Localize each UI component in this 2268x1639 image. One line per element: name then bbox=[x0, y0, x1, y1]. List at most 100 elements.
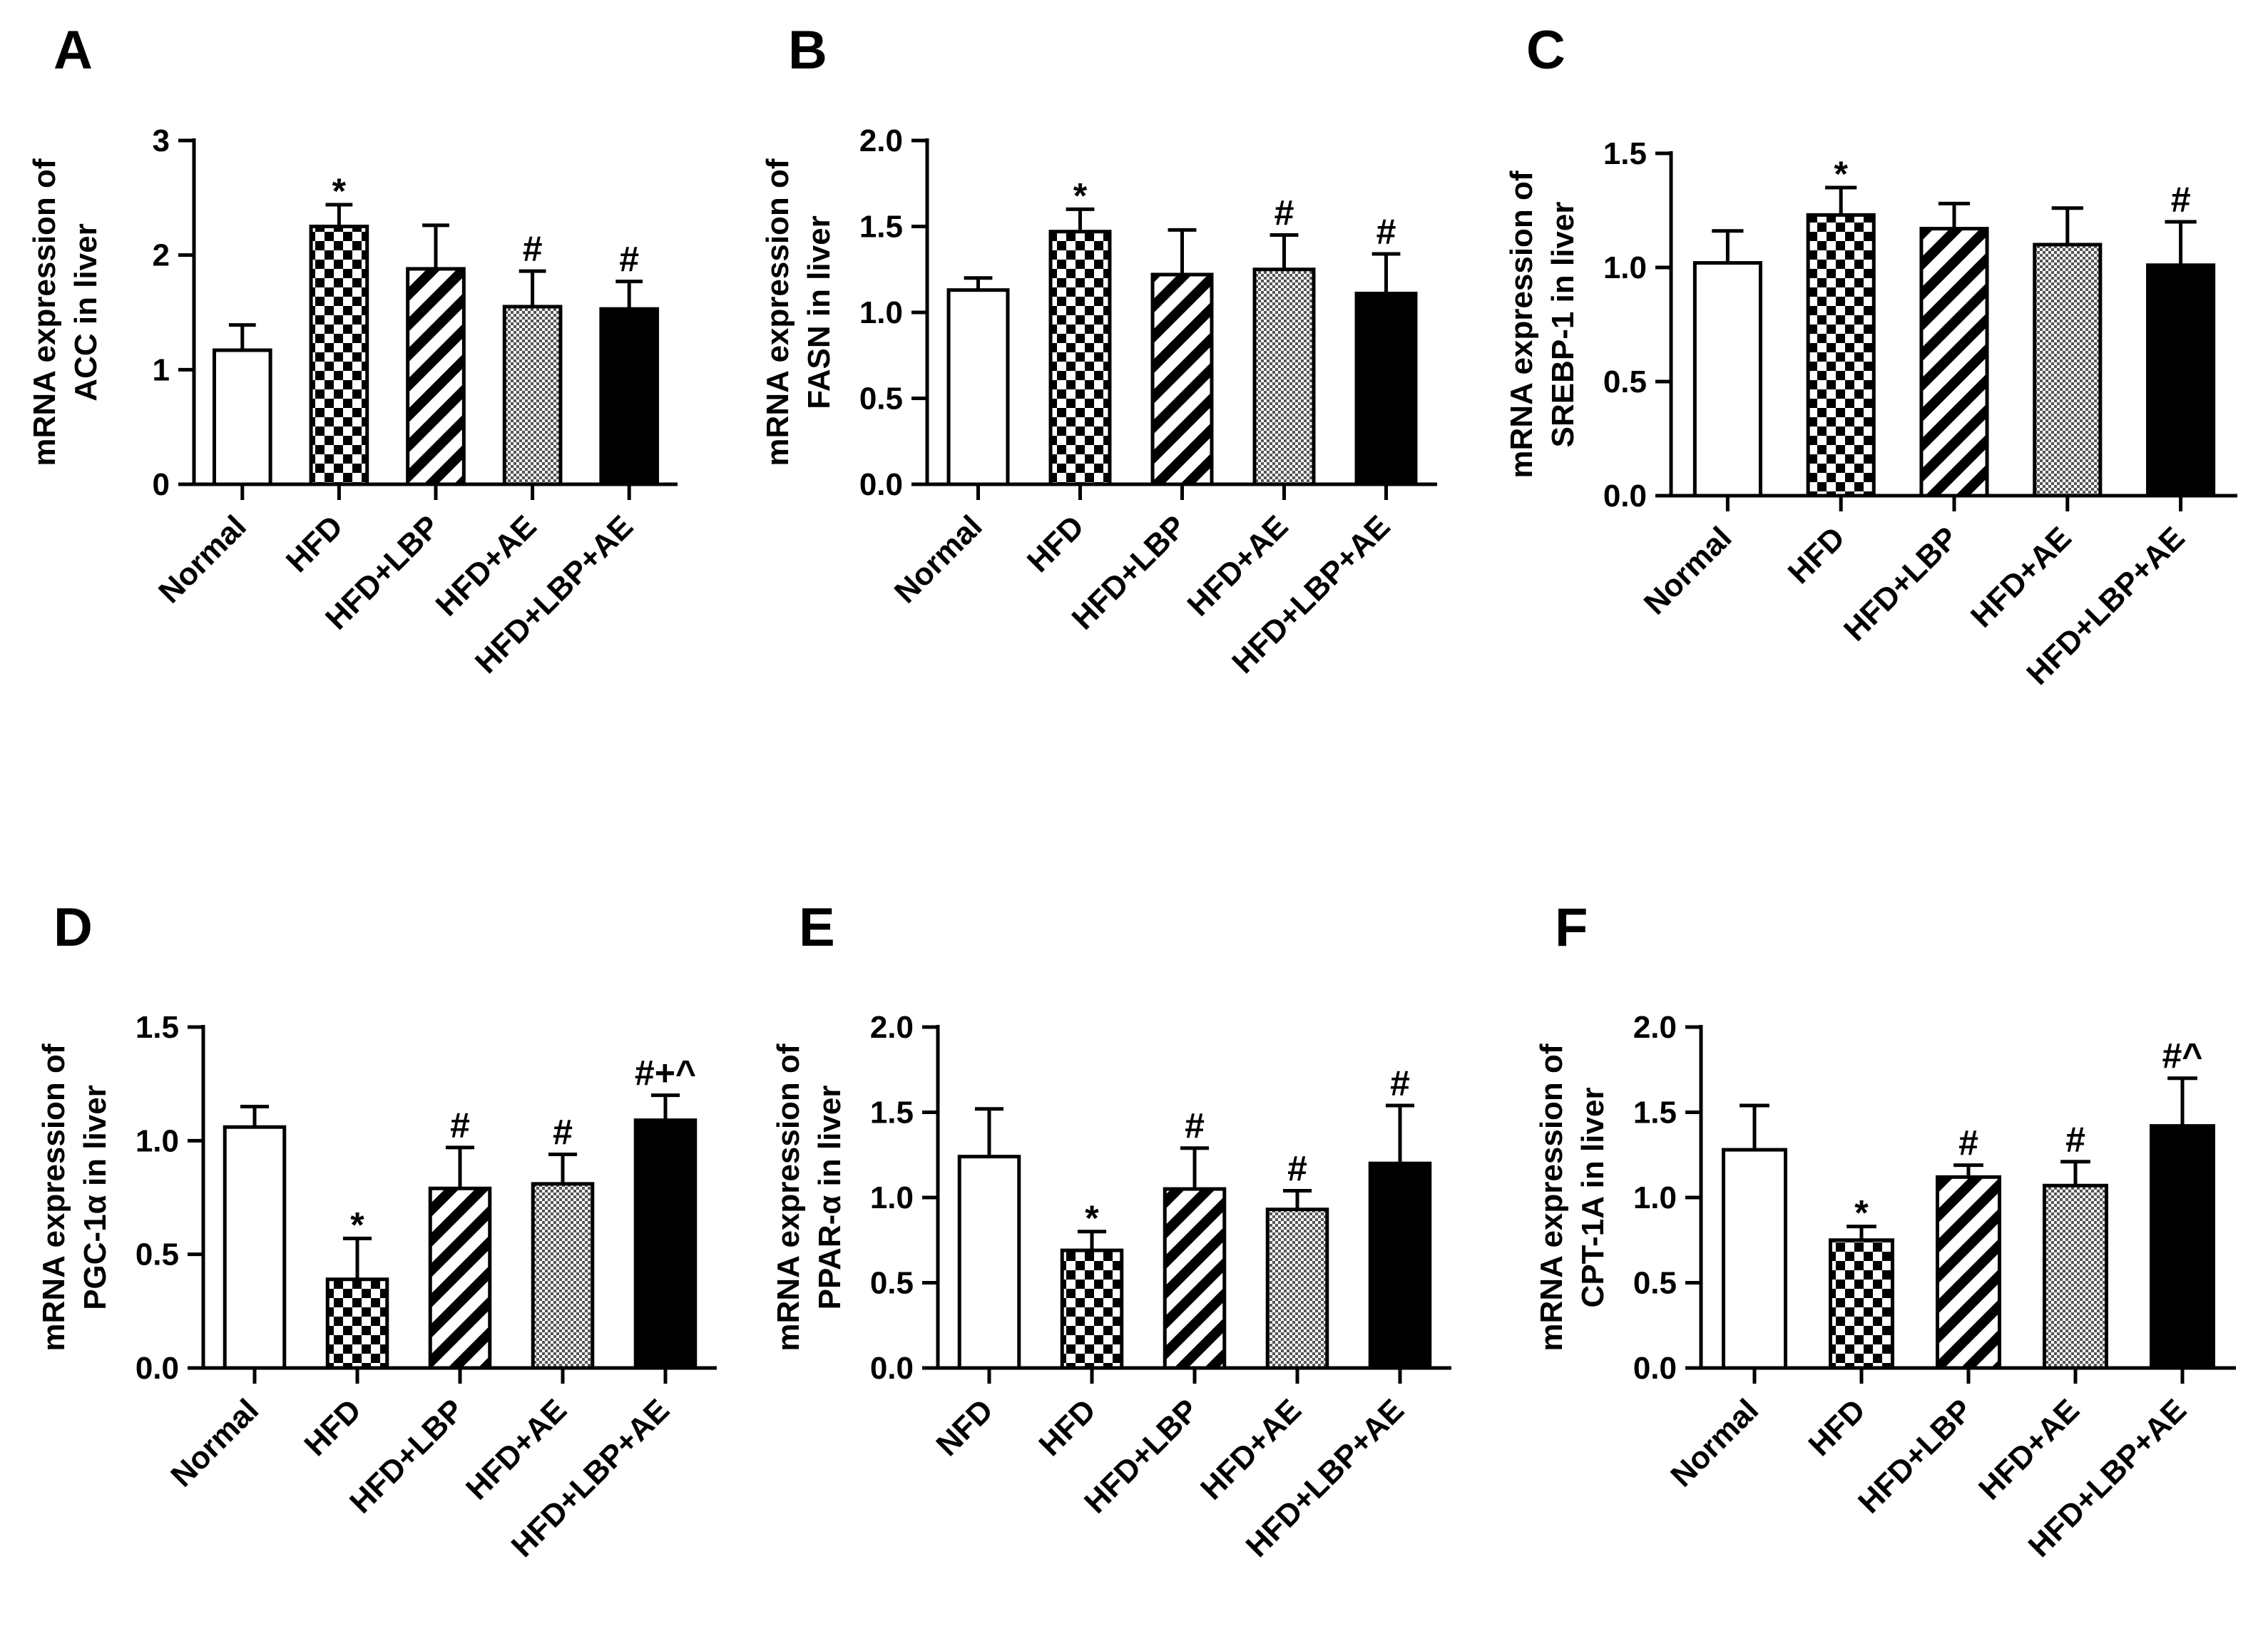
y-tick-label-b-4: 2.0 bbox=[859, 123, 903, 158]
significance-mark-e-3: # bbox=[1287, 1148, 1307, 1188]
significance-mark-b-3: # bbox=[1275, 193, 1294, 233]
significance-mark-f-2: # bbox=[1958, 1123, 1978, 1163]
panel-letter-c: C bbox=[1526, 20, 1565, 81]
bar-b-3 bbox=[1252, 267, 1316, 486]
significance-mark-e-1: * bbox=[1085, 1198, 1099, 1238]
bar-f-0 bbox=[1722, 1148, 1787, 1370]
significance-mark-a-4: # bbox=[619, 240, 639, 280]
significance-mark-e-2: # bbox=[1185, 1106, 1205, 1146]
x-tick-label-d-1: HFD bbox=[297, 1392, 368, 1463]
significance-mark-c-1: * bbox=[1834, 154, 1848, 194]
y-axis-label-b-line-1: mRNA expression of bbox=[760, 158, 795, 466]
bar-a-0 bbox=[212, 348, 272, 486]
y-axis-label-c-line-2: SREBP-1 in liver bbox=[1546, 202, 1580, 448]
y-axis-label-f-line-2: CPT-1A in liver bbox=[1575, 1088, 1610, 1308]
significance-mark-f-3: # bbox=[2065, 1120, 2085, 1160]
y-tick-label-f-2: 1.0 bbox=[1633, 1180, 1677, 1215]
y-axis-label-e-line-2: PPAR-α in liver bbox=[812, 1086, 847, 1310]
y-tick-label-b-1: 0.5 bbox=[859, 382, 903, 417]
bar-e-3 bbox=[1265, 1207, 1329, 1370]
x-tick-label-f-2: HFD+LBP bbox=[1851, 1392, 1979, 1520]
y-tick-label-c-1: 0.5 bbox=[1603, 364, 1647, 399]
y-axis-label-e-line-1: mRNA expression of bbox=[771, 1043, 806, 1351]
bar-d-2 bbox=[428, 1186, 492, 1370]
y-tick-label-f-1: 0.5 bbox=[1633, 1266, 1677, 1301]
y-tick-label-c-3: 1.5 bbox=[1603, 136, 1647, 171]
x-tick-label-f-1: HFD bbox=[1802, 1392, 1872, 1463]
bar-b-4 bbox=[1354, 291, 1418, 486]
y-tick-label-e-1: 0.5 bbox=[870, 1266, 914, 1301]
y-tick-label-e-4: 2.0 bbox=[870, 1010, 914, 1045]
bar-b-0 bbox=[946, 288, 1010, 486]
y-tick-label-c-2: 1.0 bbox=[1603, 250, 1647, 285]
bar-c-1 bbox=[1806, 213, 1876, 498]
bar-e-1 bbox=[1060, 1248, 1124, 1370]
significance-mark-a-3: # bbox=[523, 229, 543, 269]
y-tick-label-f-0: 0.0 bbox=[1633, 1351, 1677, 1386]
significance-mark-d-4: #+^ bbox=[635, 1053, 696, 1093]
y-tick-label-c-0: 0.0 bbox=[1603, 479, 1647, 514]
y-tick-label-b-3: 1.5 bbox=[859, 210, 903, 245]
significance-mark-e-4: # bbox=[1390, 1063, 1410, 1103]
x-tick-label-e-0: NFD bbox=[929, 1392, 1000, 1463]
panel-letter-f: F bbox=[1555, 897, 1588, 958]
y-axis-label-a-line-2: ACC in liver bbox=[68, 223, 103, 401]
bar-b-1 bbox=[1048, 230, 1112, 486]
x-tick-label-c-0: Normal bbox=[1638, 520, 1739, 621]
bar-f-1 bbox=[1829, 1238, 1894, 1370]
bar-d-0 bbox=[223, 1125, 287, 1370]
panel-letter-b: B bbox=[788, 20, 827, 81]
y-axis-label-a-line-1: mRNA expression of bbox=[27, 158, 62, 466]
y-tick-label-e-0: 0.0 bbox=[870, 1351, 914, 1386]
significance-mark-f-1: * bbox=[1854, 1193, 1869, 1233]
bar-e-4 bbox=[1368, 1161, 1432, 1370]
x-tick-label-c-2: HFD+LBP bbox=[1837, 520, 1965, 648]
y-axis-label-d-line-2: PGC-1α in liver bbox=[78, 1085, 113, 1310]
x-tick-label-e-1: HFD bbox=[1032, 1392, 1103, 1463]
significance-mark-d-3: # bbox=[553, 1112, 573, 1152]
bar-c-2 bbox=[1919, 227, 1989, 498]
bar-b-2 bbox=[1150, 272, 1214, 486]
y-tick-label-a-1: 1 bbox=[153, 352, 170, 387]
y-tick-label-b-2: 1.0 bbox=[859, 295, 903, 330]
x-tick-label-f-3: HFD+AE bbox=[1972, 1392, 2086, 1506]
y-axis-label-c-line-1: mRNA expression of bbox=[1504, 170, 1539, 478]
bar-f-4 bbox=[2150, 1124, 2215, 1370]
bar-e-0 bbox=[957, 1155, 1021, 1370]
y-tick-label-d-1: 0.5 bbox=[136, 1237, 179, 1272]
bar-f-2 bbox=[1936, 1175, 2001, 1370]
bar-a-1 bbox=[309, 225, 369, 486]
panel-letter-a: A bbox=[53, 20, 93, 81]
significance-mark-b-1: * bbox=[1073, 175, 1088, 215]
x-tick-label-b-0: Normal bbox=[888, 509, 989, 610]
significance-mark-d-2: # bbox=[450, 1106, 470, 1145]
x-tick-label-a-1: HFD bbox=[280, 509, 350, 579]
bar-e-2 bbox=[1163, 1187, 1227, 1370]
bar-a-3 bbox=[502, 305, 563, 486]
significance-mark-b-4: # bbox=[1376, 212, 1396, 252]
y-axis-label-b-line-2: FASN in liver bbox=[802, 215, 837, 409]
y-axis-label-f-line-1: mRNA expression of bbox=[1534, 1043, 1569, 1351]
bar-c-3 bbox=[2033, 242, 2103, 498]
x-tick-label-a-0: Normal bbox=[152, 509, 253, 610]
significance-mark-a-1: * bbox=[332, 171, 347, 211]
x-tick-label-c-1: HFD bbox=[1782, 520, 1852, 591]
x-tick-label-f-0: Normal bbox=[1664, 1392, 1765, 1494]
x-tick-label-b-1: HFD bbox=[1021, 509, 1091, 579]
y-tick-label-a-3: 3 bbox=[153, 123, 170, 158]
x-tick-label-c-3: HFD+AE bbox=[1964, 520, 2078, 634]
y-tick-label-a-2: 2 bbox=[153, 238, 170, 273]
y-tick-label-e-2: 1.0 bbox=[870, 1180, 914, 1215]
bar-c-4 bbox=[2146, 263, 2216, 498]
bar-a-4 bbox=[599, 307, 660, 486]
y-axis-label-d-line-1: mRNA expression of bbox=[36, 1043, 71, 1351]
bar-d-4 bbox=[633, 1118, 698, 1370]
y-tick-label-a-0: 0 bbox=[153, 467, 170, 502]
panel-letter-e: E bbox=[799, 897, 835, 958]
y-tick-label-e-3: 1.5 bbox=[870, 1096, 914, 1130]
